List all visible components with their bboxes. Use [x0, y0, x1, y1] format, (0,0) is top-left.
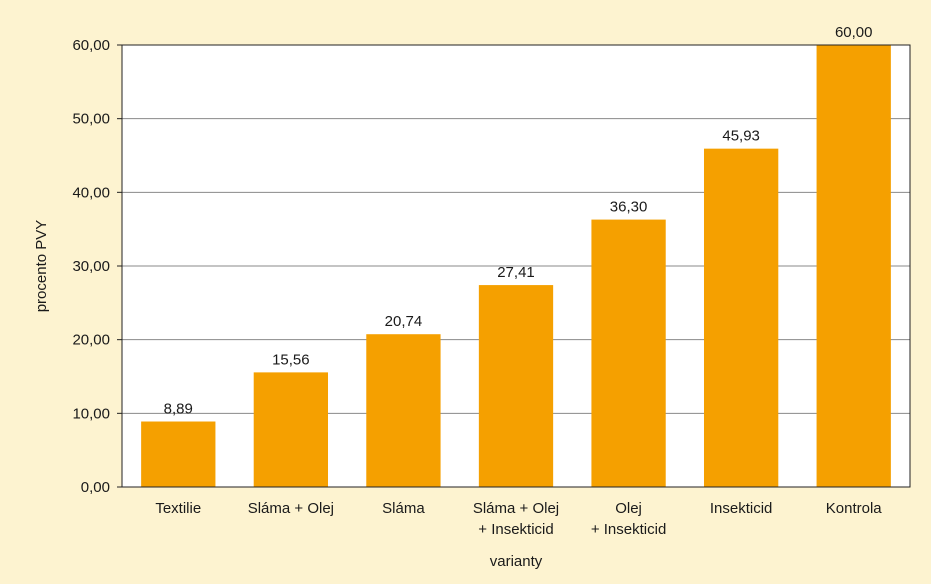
x-axis-ticks: Textilie Sláma + Olej Sláma Sláma + Olej + I…: [155, 500, 882, 538]
y-tick-label: 10,00: [72, 405, 110, 422]
bar: [366, 334, 441, 487]
bar: [591, 219, 666, 487]
data-label: 45,93: [722, 128, 760, 145]
bar: [141, 421, 216, 487]
y-tick-label: 50,00: [72, 111, 110, 128]
x-tick-label: Sláma + Olej: [248, 500, 334, 517]
data-label: 15,56: [272, 351, 310, 368]
y-tick-label: 60,00: [72, 37, 110, 54]
value-labels: 8,89 15,56 20,74 27,41 36,30 45,93 60,00: [164, 24, 873, 418]
y-axis-title: procento PVY: [33, 220, 50, 313]
data-label: 8,89: [164, 401, 193, 418]
data-label: 60,00: [835, 24, 873, 41]
y-tick-label: 0,00: [81, 479, 110, 496]
x-tick-label: Olej + Insekticid: [591, 500, 666, 538]
y-tick-label: 30,00: [72, 258, 110, 275]
x-tick-label: Textilie: [155, 500, 201, 517]
x-axis-title: varianty: [490, 553, 543, 570]
bar: [703, 148, 779, 488]
bar: [478, 285, 554, 487]
y-tick-label: 20,00: [72, 332, 110, 349]
bars: [141, 45, 891, 488]
x-tick-label: Insekticid: [710, 500, 773, 517]
data-label: 27,41: [497, 264, 535, 281]
bar: [253, 372, 329, 487]
bar: [816, 45, 891, 487]
data-label: 20,74: [385, 313, 423, 330]
x-tick-label: Kontrola: [826, 500, 883, 517]
y-tick-label: 40,00: [72, 184, 110, 201]
x-tick-label: Sláma + Olej + Insekticid: [473, 500, 559, 538]
y-axis-ticks: 0,00 10,00 20,00 30,00 40,00 50,00 60,00: [72, 37, 122, 496]
x-tick-label: Sláma: [382, 500, 425, 517]
data-label: 36,30: [610, 199, 648, 216]
